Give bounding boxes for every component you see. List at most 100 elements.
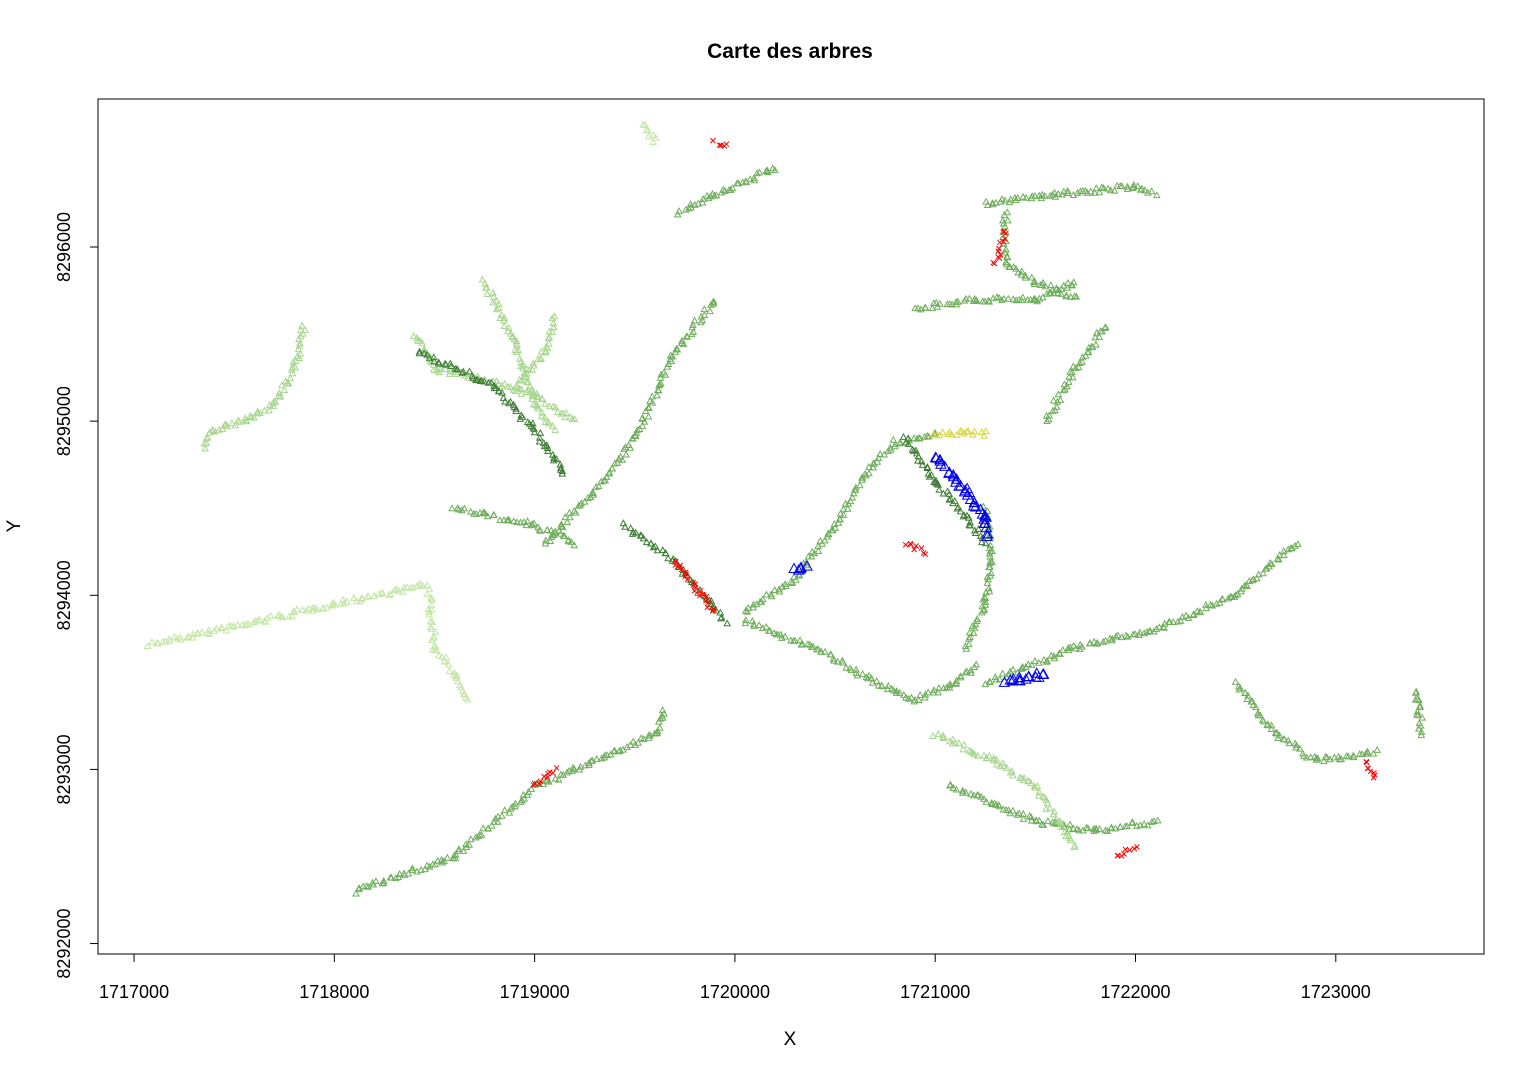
tree-point [923,464,932,472]
tree-point [1196,608,1205,616]
tree-point [362,882,371,889]
tree-point [996,245,1002,252]
tree-point [1152,191,1161,199]
tree-point [1031,657,1039,665]
tree-point [1038,820,1046,828]
tree-point [833,657,842,665]
tree-point [551,774,560,782]
tree-point [911,546,918,553]
tree-point [1218,594,1227,602]
tree-point [1001,196,1009,204]
tree-point [895,439,904,447]
tree-point [1114,631,1122,639]
tree-point [1084,348,1093,355]
tree-point [1001,228,1008,235]
tree-point [904,439,913,447]
tree-point [709,608,716,614]
tree-point [1182,611,1190,619]
tree-point [716,608,725,616]
tree-point [639,534,648,542]
tree-point [423,350,431,358]
tree-point [1147,187,1156,195]
tree-point [298,321,306,329]
tree-point [189,630,197,638]
tree-point [242,417,251,425]
tree-point [1003,253,1012,261]
tree-point [443,853,452,861]
tree-point [1039,792,1048,800]
tree-point [996,255,1003,261]
tree-point [970,750,979,758]
tree-point [953,504,962,512]
tree-point [1093,638,1102,646]
tree-point [959,745,968,753]
tree-point [1056,396,1065,403]
tree-point [842,663,851,671]
tree-point [298,605,307,613]
tree-point [148,637,156,645]
tree-point [972,617,981,625]
tree-point [1078,353,1087,361]
tree-point [716,142,723,149]
tree-point [585,761,593,768]
tree-point [1302,753,1311,761]
tree-point [964,634,973,642]
tree-point [781,580,790,587]
tree-point [836,515,844,523]
tree-point [1135,631,1143,639]
tree-point [440,657,449,665]
tree-point [1063,186,1072,194]
tree-point [438,652,446,660]
tree-point [657,370,666,378]
tree-point [1031,192,1039,199]
tree-point [432,646,441,654]
tree-point [985,677,994,685]
tree-point [233,620,242,628]
tree-point [946,781,954,789]
tree-point [884,447,892,454]
tree-point [868,678,877,686]
tree-point [523,378,531,386]
tree-point [1013,810,1022,818]
tree-point [852,665,861,673]
x-axis-title: X [784,1029,797,1050]
tree-point [1039,278,1047,286]
tree-point [638,421,647,429]
tree-point [1146,627,1155,634]
tree-point [364,882,373,890]
tree-point [478,275,487,283]
tree-point [563,518,572,526]
tree-point [1009,771,1017,779]
tree-point [712,191,721,199]
tree-point [809,642,817,650]
tree-point [658,706,667,714]
tree-point [947,430,956,438]
tree-point [505,808,514,816]
tree-point [277,612,285,620]
tree-point [1067,836,1075,844]
tree-point [703,191,711,199]
tree-point [996,197,1005,205]
tree-point [889,435,898,443]
tree-point [1049,406,1057,414]
tree-point [534,404,543,412]
tree-point [1043,798,1052,806]
tree-point [452,674,461,682]
tree-point [684,576,691,583]
tree-point [946,494,955,502]
tree-point [1023,670,1035,682]
tree-point [1095,824,1104,832]
tree-point [1101,826,1110,834]
tree-point [1006,667,1015,675]
tree-point [936,299,944,307]
tree-point [704,604,711,611]
tree-point [246,412,254,420]
tree-point [831,523,839,531]
tree-point [1068,373,1077,381]
tree-point [548,421,557,429]
tree-point [286,374,295,382]
tree-point [820,536,829,544]
tree-point [1073,188,1082,196]
tree-point [1135,628,1144,636]
tree-point [1370,774,1377,781]
